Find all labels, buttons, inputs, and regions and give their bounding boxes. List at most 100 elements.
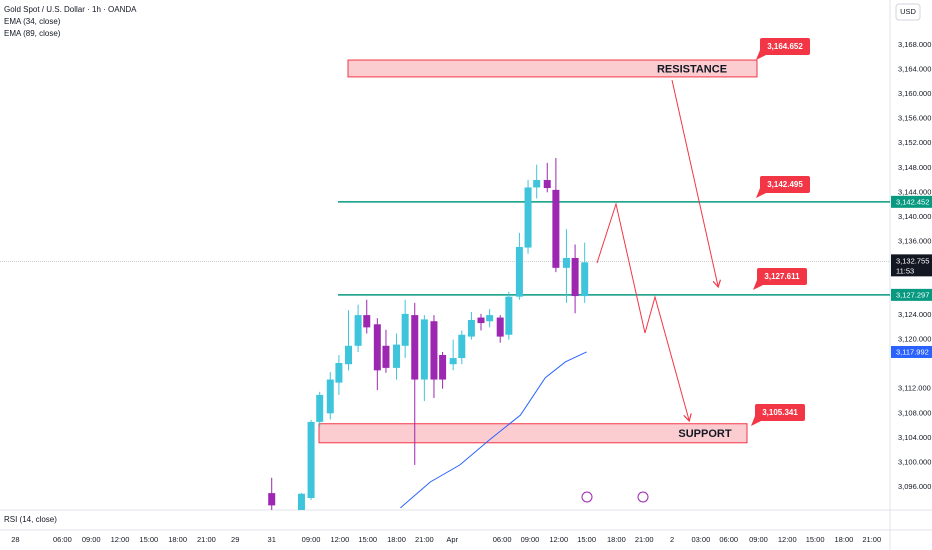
x-tick-label: 15:00 bbox=[806, 535, 825, 544]
price-tag-label: 3,142.452 bbox=[896, 197, 929, 206]
y-tick-label: 3,152.000 bbox=[898, 138, 931, 147]
x-tick-label: 29 bbox=[231, 535, 239, 544]
projection-arrow bbox=[671, 79, 718, 286]
overlay bbox=[581, 79, 718, 503]
y-tick-label: 3,136.000 bbox=[898, 236, 931, 245]
chart-title: Gold Spot / U.S. Dollar · 1h · OANDA bbox=[4, 5, 137, 14]
candle-body bbox=[420, 319, 428, 380]
y-tick-label: 3,104.000 bbox=[898, 433, 931, 442]
candle-body bbox=[307, 421, 315, 499]
x-tick-label: 21:00 bbox=[635, 535, 654, 544]
x-tick-label: 12:00 bbox=[778, 535, 797, 544]
candle-body bbox=[316, 394, 324, 422]
candle-body bbox=[401, 313, 409, 346]
candle-body bbox=[411, 315, 419, 380]
x-tick-label: 09:00 bbox=[302, 535, 321, 544]
candle-body bbox=[363, 315, 371, 328]
x-tick-label: 2 bbox=[670, 535, 674, 544]
x-tick-label: 06:00 bbox=[493, 535, 512, 544]
y-tick-label: 3,120.000 bbox=[898, 335, 931, 344]
candle-body bbox=[449, 358, 457, 365]
callout bbox=[757, 268, 807, 285]
countdown-label: 11:53 bbox=[896, 266, 914, 275]
x-tick-label: 18:00 bbox=[835, 535, 854, 544]
candle-body bbox=[268, 493, 276, 506]
price-tag bbox=[891, 288, 932, 301]
candle-body bbox=[467, 320, 475, 337]
candle-body bbox=[335, 362, 343, 383]
zone-label: RESISTANCE bbox=[657, 63, 727, 75]
pane-label: RSI (14, close) bbox=[4, 515, 57, 524]
price-tag-label: 3,117.992 bbox=[896, 347, 929, 356]
indicator-label: EMA (34, close) bbox=[4, 17, 61, 26]
x-tick-label: 15:00 bbox=[577, 535, 596, 544]
x-tick-label: 06:00 bbox=[719, 535, 738, 544]
x-tick-label: 18:00 bbox=[387, 535, 406, 544]
price-tag-label: 3,127.297 bbox=[896, 290, 929, 299]
candle-body bbox=[552, 189, 560, 268]
candle-body bbox=[581, 262, 589, 297]
y-tick-label: 3,144.000 bbox=[898, 187, 931, 196]
price-tag bbox=[891, 345, 932, 358]
candle-body bbox=[515, 246, 523, 297]
y-tick-label: 3,108.000 bbox=[898, 408, 931, 417]
candle-body bbox=[439, 354, 447, 380]
callout-pointer bbox=[753, 280, 763, 290]
plot-area: RESISTANCE SUPPORT bbox=[0, 59, 890, 510]
y-tick-label: 3,124.000 bbox=[898, 310, 931, 319]
projection-arrow bbox=[596, 202, 689, 420]
candle-body bbox=[543, 180, 551, 189]
candle-body bbox=[505, 296, 513, 335]
y-tick-label: 3,164.000 bbox=[898, 65, 931, 74]
x-tick-label: 12:00 bbox=[549, 535, 568, 544]
zone-label: SUPPORT bbox=[678, 428, 731, 440]
callout-label: 3,105.341 bbox=[762, 408, 798, 417]
candle-body bbox=[345, 345, 353, 365]
y-tick-label: 3,168.000 bbox=[898, 40, 931, 49]
x-tick-label: 15:00 bbox=[139, 535, 158, 544]
event-icon[interactable] bbox=[581, 491, 593, 503]
indicator-label: EMA (89, close) bbox=[4, 29, 61, 38]
zone bbox=[347, 59, 758, 78]
callout bbox=[760, 176, 810, 193]
candle-body bbox=[562, 258, 570, 268]
callout-pointer bbox=[751, 416, 761, 426]
event-icon[interactable] bbox=[637, 491, 649, 503]
candle-body bbox=[373, 324, 381, 371]
y-tick-label: 3,156.000 bbox=[898, 114, 931, 123]
callout bbox=[760, 38, 810, 55]
x-tick-label: 09:00 bbox=[82, 535, 101, 544]
x-tick-label: 28 bbox=[11, 535, 19, 544]
currency-button[interactable] bbox=[895, 3, 921, 21]
candle-body bbox=[382, 345, 390, 368]
y-tick-label: 3,112.000 bbox=[898, 384, 931, 393]
price-tag-label: 3,132.755 bbox=[896, 256, 929, 265]
candle-body bbox=[430, 321, 438, 380]
x-tick-label: 15:00 bbox=[358, 535, 377, 544]
x-tick-label: 09:00 bbox=[749, 535, 768, 544]
candle-body bbox=[496, 317, 504, 337]
candle-body bbox=[297, 493, 305, 510]
candle-body bbox=[326, 379, 334, 414]
x-tick-label: 12:00 bbox=[111, 535, 130, 544]
x-tick-label: 12:00 bbox=[330, 535, 349, 544]
x-tick-label: 21:00 bbox=[197, 535, 216, 544]
x-tick-label: 03:00 bbox=[691, 535, 710, 544]
candle-body bbox=[571, 258, 579, 297]
x-tick-label: 21:00 bbox=[415, 535, 434, 544]
candle-body bbox=[533, 180, 541, 188]
y-tick-label: 3,140.000 bbox=[898, 212, 931, 221]
x-tick-label: Apr bbox=[446, 535, 458, 544]
candle-body bbox=[393, 344, 401, 368]
candle-body bbox=[486, 315, 494, 322]
zone bbox=[318, 423, 748, 444]
candle-body bbox=[524, 187, 532, 248]
y-tick-label: 3,100.000 bbox=[898, 457, 931, 466]
callout bbox=[755, 404, 805, 421]
candle-body bbox=[458, 334, 466, 359]
x-tick-label: 31 bbox=[268, 535, 276, 544]
callout-label: 3,142.495 bbox=[767, 180, 803, 189]
price-tag bbox=[891, 254, 932, 277]
candle-body bbox=[354, 315, 362, 346]
